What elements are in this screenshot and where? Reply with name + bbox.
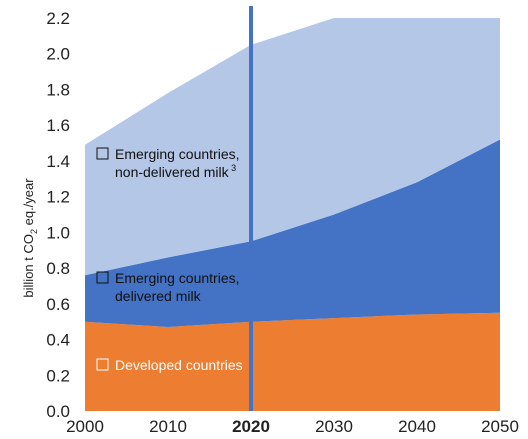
y-axis-label-group: billion t CO2 eq./year [21, 178, 39, 298]
highlight-line-2020 [249, 6, 253, 411]
y-tick-label: 1.6 [46, 116, 70, 135]
y-tick-label: 1.0 [46, 223, 70, 242]
y-tick-label: 1.8 [46, 81, 70, 100]
legend-checkbox-icon [96, 147, 109, 160]
series-label-2: Emerging countries, delivered milk [96, 270, 240, 304]
y-tick-label: 1.2 [46, 188, 70, 207]
series-label-text: non-delivered milk 3 [115, 163, 236, 180]
x-tick-label: 2010 [149, 417, 187, 436]
x-tick-label: 2030 [315, 417, 353, 436]
x-tick-label: 2020 [232, 417, 270, 436]
series-labels: Developed countries Emerging countries, de… [96, 146, 243, 373]
y-tick-label: 2.2 [46, 9, 70, 28]
area-series-3 [85, 18, 500, 276]
x-tick-label: 2040 [398, 417, 436, 436]
area-series-2 [85, 139, 500, 327]
series-label-text: Emerging countries, [115, 146, 240, 162]
series-label-text: Developed countries [115, 357, 243, 373]
legend-checkbox-icon [96, 271, 109, 284]
x-tick-label: 2000 [66, 417, 104, 436]
series-label-3: Emerging countries,non-delivered milk 3 [96, 146, 240, 180]
y-tick-label: 1.4 [46, 152, 70, 171]
series-label-text: Emerging countries, [115, 270, 240, 286]
x-tick-label: 2050 [481, 417, 519, 436]
series-label-text: delivered milk [115, 288, 202, 304]
y-tick-label: 0.0 [46, 402, 70, 421]
area-layers [85, 18, 500, 411]
y-tick-label: 0.2 [46, 366, 70, 385]
y-tick-label: 0.6 [46, 295, 70, 314]
y-axis-ticks: 0.0 0.2 0.4 0.6 0.8 1.0 1.2 1.4 1.6 1.8 2.0 2.2 [46, 9, 70, 421]
y-tick-label: 2.0 [46, 45, 70, 64]
series-label-1: Developed countries [96, 357, 243, 373]
y-axis-label: billion t CO2 eq./year [21, 178, 39, 298]
area-series-1 [85, 312, 500, 411]
chart-overlay [249, 6, 253, 411]
x-axis-ticks: 2000 2010 2020 2030 2040 2050 [66, 417, 519, 436]
legend-checkbox-icon [96, 358, 109, 371]
y-tick-label: 0.8 [46, 259, 70, 278]
y-tick-label: 0.4 [46, 331, 70, 350]
